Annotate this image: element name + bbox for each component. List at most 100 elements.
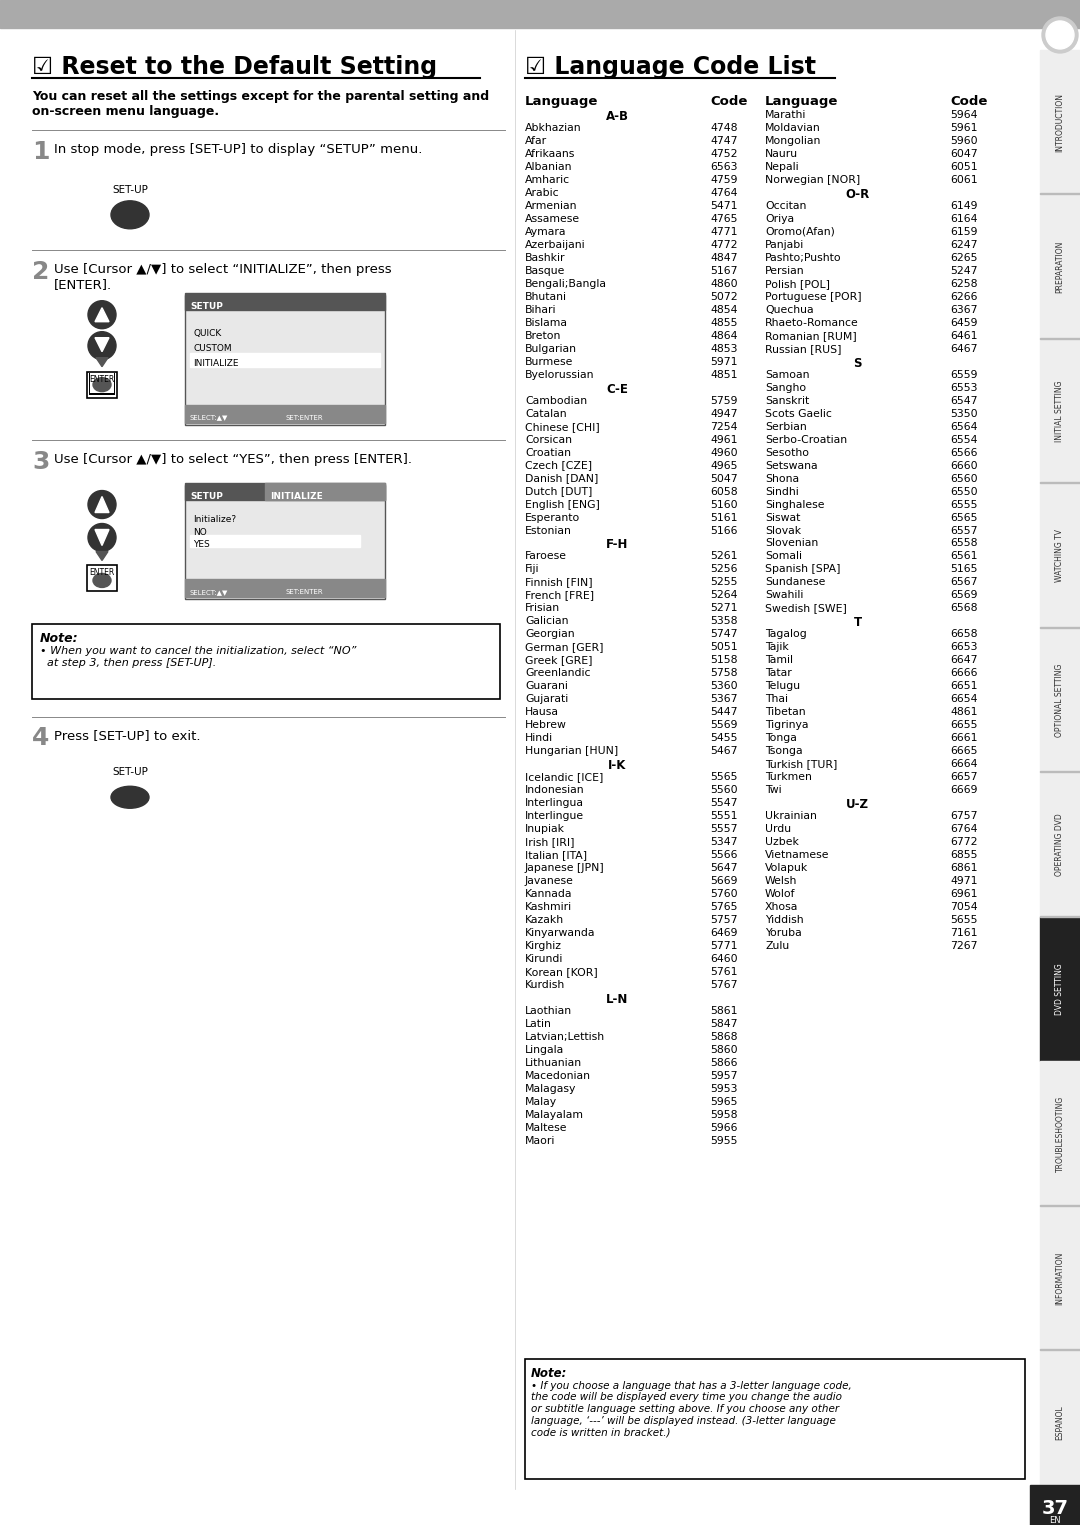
Text: 5158: 5158 — [710, 655, 738, 665]
Text: 4752: 4752 — [710, 150, 738, 159]
Polygon shape — [96, 551, 108, 560]
Text: WATCHING TV: WATCHING TV — [1055, 530, 1065, 581]
Text: Maltese: Maltese — [525, 1123, 567, 1132]
Text: TROUBLESHOOTING: TROUBLESHOOTING — [1055, 1096, 1065, 1172]
Bar — [87, 566, 117, 592]
Text: Scots Gaelic: Scots Gaelic — [765, 409, 832, 418]
Text: ESPANOL: ESPANOL — [1055, 1405, 1065, 1439]
Text: Sundanese: Sundanese — [765, 577, 825, 588]
Text: 6266: 6266 — [950, 291, 977, 302]
Text: Kirghiz: Kirghiz — [525, 942, 562, 951]
Text: 6559: 6559 — [950, 369, 977, 380]
Text: Sesotho: Sesotho — [765, 447, 809, 458]
Text: Danish [DAN]: Danish [DAN] — [525, 473, 598, 484]
Text: Greenlandic: Greenlandic — [525, 668, 591, 679]
Text: Pashto;Pushto: Pashto;Pushto — [765, 253, 841, 262]
Text: Interlingue: Interlingue — [525, 812, 584, 821]
Text: 5247: 5247 — [950, 266, 977, 276]
Text: Swahili: Swahili — [765, 591, 804, 600]
Text: Bulgarian: Bulgarian — [525, 343, 577, 354]
Text: 5847: 5847 — [710, 1019, 738, 1029]
Text: 6666: 6666 — [950, 668, 977, 679]
FancyBboxPatch shape — [32, 624, 500, 699]
Text: 6565: 6565 — [950, 513, 977, 522]
Text: Persian: Persian — [765, 266, 805, 276]
Text: 4854: 4854 — [710, 305, 738, 314]
Text: Sindhi: Sindhi — [765, 487, 799, 496]
Text: Corsican: Corsican — [525, 435, 572, 444]
Text: 5647: 5647 — [710, 864, 738, 873]
Text: U-Z: U-Z — [846, 798, 869, 812]
Bar — [265, 482, 384, 499]
Polygon shape — [95, 308, 109, 322]
Text: Use [Cursor ▲/▼] to select “YES”, then press [ENTER].: Use [Cursor ▲/▼] to select “YES”, then p… — [54, 453, 411, 465]
Text: Note:: Note: — [40, 632, 79, 645]
Text: 6653: 6653 — [950, 642, 977, 653]
Text: 5868: 5868 — [710, 1032, 738, 1042]
Text: Gujarati: Gujarati — [525, 694, 568, 705]
Text: Volapuk: Volapuk — [765, 864, 808, 873]
Text: English [ENG]: English [ENG] — [525, 499, 599, 510]
Text: 5767: 5767 — [710, 980, 738, 990]
Text: 5557: 5557 — [710, 824, 738, 835]
Text: Singhalese: Singhalese — [765, 499, 824, 510]
Text: YES: YES — [193, 540, 210, 549]
Text: Serbo-Croatian: Serbo-Croatian — [765, 435, 847, 444]
Text: 5547: 5547 — [710, 798, 738, 809]
Text: Albanian: Albanian — [525, 162, 572, 172]
Text: DVD SETTING: DVD SETTING — [1055, 963, 1065, 1015]
Text: or: or — [96, 522, 108, 533]
Ellipse shape — [93, 377, 111, 392]
Text: • If you choose a language that has a 3-letter language code,
the code will be d: • If you choose a language that has a 3-… — [531, 1381, 852, 1437]
Text: Slovak: Slovak — [765, 525, 801, 536]
Text: Portuguese [POR]: Portuguese [POR] — [765, 291, 862, 302]
Text: 4: 4 — [32, 726, 50, 751]
Text: • When you want to cancel the initialization, select “NO”
  at step 3, then pres: • When you want to cancel the initializa… — [40, 647, 356, 668]
Text: 5367: 5367 — [710, 694, 738, 705]
Text: Indonesian: Indonesian — [525, 786, 584, 795]
Text: 5569: 5569 — [710, 720, 738, 731]
Text: 5765: 5765 — [710, 902, 738, 913]
Text: 6047: 6047 — [950, 150, 977, 159]
Text: 5866: 5866 — [710, 1058, 738, 1068]
Bar — [87, 372, 117, 398]
Text: Urdu: Urdu — [765, 824, 792, 835]
Text: Tajik: Tajik — [765, 642, 788, 653]
Text: Icelandic [ICE]: Icelandic [ICE] — [525, 772, 604, 783]
Text: 5467: 5467 — [710, 746, 738, 757]
Bar — [185, 293, 384, 310]
Text: Siswat: Siswat — [765, 513, 800, 522]
Text: Somali: Somali — [765, 551, 802, 562]
Text: 5966: 5966 — [710, 1123, 738, 1132]
Text: 5957: 5957 — [710, 1071, 738, 1080]
Text: 5771: 5771 — [710, 942, 738, 951]
Text: 6658: 6658 — [950, 629, 977, 639]
Text: PREPARATION: PREPARATION — [1055, 241, 1065, 293]
Text: 6550: 6550 — [950, 487, 977, 496]
Text: SET:ENTER: SET:ENTER — [285, 589, 323, 595]
Text: Galician: Galician — [525, 617, 568, 627]
Text: Hausa: Hausa — [525, 708, 559, 717]
Text: 6855: 6855 — [950, 850, 977, 861]
Circle shape — [1047, 21, 1074, 49]
Text: You can reset all the settings except for the parental setting and
on-screen men: You can reset all the settings except fo… — [32, 90, 489, 118]
Text: Swedish [SWE]: Swedish [SWE] — [765, 603, 847, 613]
Text: Macedonian: Macedonian — [525, 1071, 591, 1080]
Text: INITIAL SETTING: INITIAL SETTING — [1055, 380, 1065, 443]
Text: ☑ Language Code List: ☑ Language Code List — [525, 55, 816, 79]
Text: 7267: 7267 — [950, 942, 977, 951]
Text: Romanian [RUM]: Romanian [RUM] — [765, 331, 856, 340]
Text: 4853: 4853 — [710, 343, 738, 354]
Text: Italian [ITA]: Italian [ITA] — [525, 850, 588, 861]
Text: Afrikaans: Afrikaans — [525, 150, 576, 159]
Text: INITIALIZE: INITIALIZE — [270, 491, 323, 501]
Text: Press [SET-UP] to exit.: Press [SET-UP] to exit. — [54, 729, 201, 742]
Text: 5971: 5971 — [710, 357, 738, 366]
Text: Malayalam: Malayalam — [525, 1109, 584, 1120]
Text: Use [Cursor ▲/▼] to select “INITIALIZE”, then press
[ENTER].: Use [Cursor ▲/▼] to select “INITIALIZE”,… — [54, 262, 392, 291]
Text: Tibetan: Tibetan — [765, 708, 806, 717]
Text: Latvian;Lettish: Latvian;Lettish — [525, 1032, 605, 1042]
Text: Kashmiri: Kashmiri — [525, 902, 572, 913]
Text: Fiji: Fiji — [525, 565, 540, 574]
Ellipse shape — [87, 301, 116, 328]
